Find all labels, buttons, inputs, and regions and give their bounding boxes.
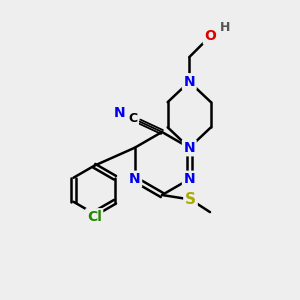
Text: N: N	[184, 75, 195, 89]
Text: N: N	[184, 141, 195, 155]
Text: C: C	[128, 112, 137, 125]
Text: Cl: Cl	[87, 210, 102, 224]
Text: N: N	[113, 106, 125, 120]
Text: N: N	[184, 172, 195, 186]
Text: O: O	[204, 29, 216, 43]
Text: H: H	[220, 21, 230, 34]
Text: S: S	[185, 192, 196, 207]
Text: N: N	[129, 172, 140, 186]
